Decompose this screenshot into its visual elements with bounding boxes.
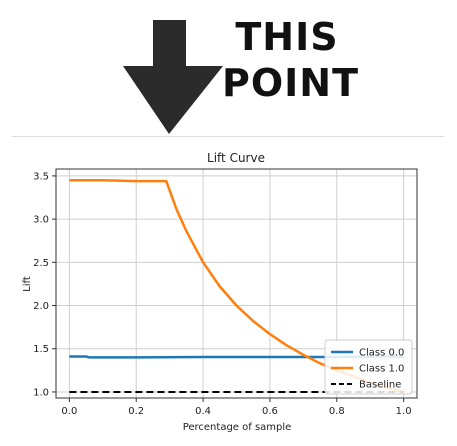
- caption-line-2: POINT: [222, 61, 360, 105]
- y-tick-label: 3.0: [33, 215, 49, 226]
- x-tick-label: 0.0: [61, 406, 77, 417]
- legend-box: [324, 339, 413, 395]
- meme-caption: THIS POINT: [222, 14, 360, 106]
- legend: Class 0.0 Class 1.0 Baseline: [324, 339, 413, 395]
- y-tick-label: 2.5: [33, 258, 49, 269]
- legend-label: Class 0.0: [359, 348, 404, 359]
- legend-label: Baseline: [359, 380, 401, 391]
- meme-header: THIS POINT: [0, 0, 457, 134]
- y-tick-label: 2.0: [33, 301, 49, 312]
- x-tick-label: 0.4: [195, 406, 211, 417]
- x-tick-label: 0.6: [262, 406, 278, 417]
- legend-label: Class 1.0: [359, 364, 404, 375]
- y-axis-label: Lift: [22, 276, 33, 292]
- x-axis-label: Percentage of sample: [183, 422, 292, 433]
- x-tick-label: 1.0: [396, 406, 412, 417]
- x-tick-label: 0.2: [128, 406, 144, 417]
- y-tick-label: 3.5: [33, 171, 49, 182]
- y-tick-label: 1.0: [33, 387, 49, 398]
- caption-line-1: THIS: [235, 15, 339, 59]
- divider: [12, 136, 444, 137]
- y-tick-label: 1.5: [33, 344, 49, 355]
- down-arrow-icon: [123, 20, 223, 134]
- x-tick-label: 0.8: [329, 406, 345, 417]
- plot-frame: [55, 168, 418, 399]
- chart-title: Lift Curve: [207, 151, 265, 165]
- tick-labels: 0.0 0.2 0.4 0.6 0.8 1.0 1.0 1.5 2.0 2.5 3.0 3.5: [33, 171, 411, 417]
- lift-curve-chart: Lift Curve 0.0 0.2 0.4 0.6 0.8 1.0 1.0 1.5 2.0 2.…: [22, 151, 418, 433]
